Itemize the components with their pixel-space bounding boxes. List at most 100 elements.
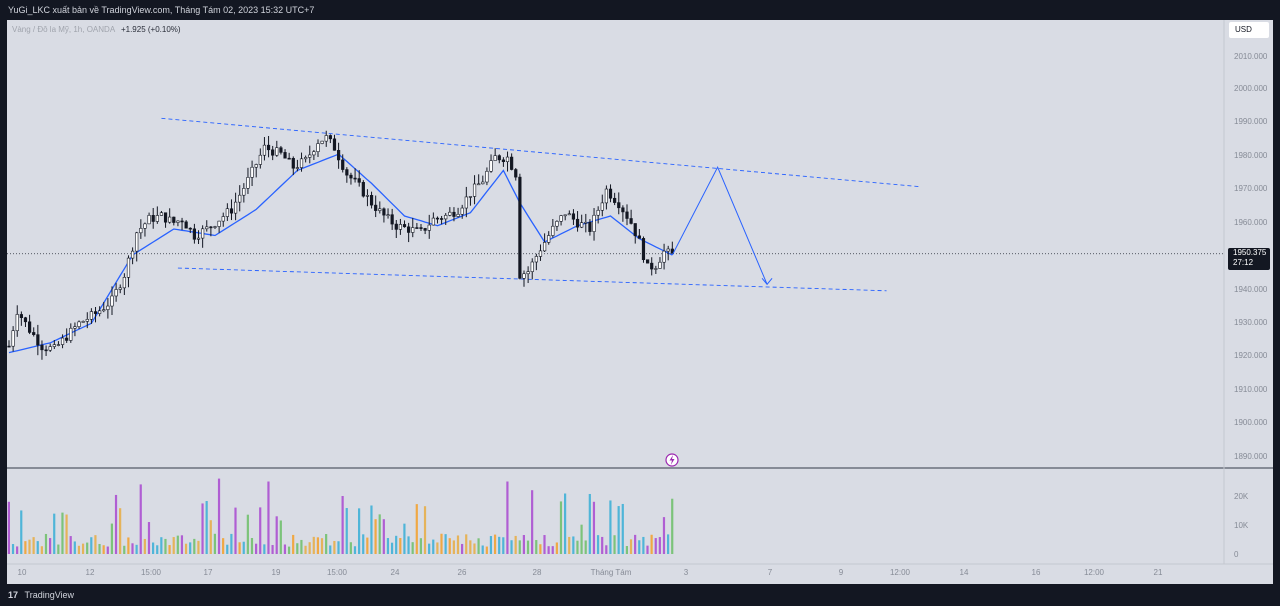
volume-bar [502,537,505,554]
candle-body [666,248,670,252]
time-tick-label: 7 [768,568,773,577]
time-tick-label: 19 [272,568,281,577]
candle-body [472,183,477,197]
volume-bar [625,545,628,554]
volume-bar [642,536,645,554]
candle-body [514,169,518,178]
candle-body [394,223,398,230]
volume-bar [395,535,398,554]
volume-bar [386,538,390,554]
candle-body [460,207,464,215]
candle-body [23,317,28,323]
candle-body [345,169,349,176]
volume-bar [287,546,291,554]
candle-body [262,144,267,156]
time-tick-label: 15:00 [327,568,348,577]
candle-body [518,176,522,279]
candle-body [637,235,641,239]
volume-bar [213,533,216,554]
volume-bar [353,546,357,554]
volume-bar [493,534,497,554]
candle-body [571,213,576,220]
volume-bar [452,540,455,554]
candle-body [304,157,308,160]
volume-bar [390,542,394,554]
volume-bar [143,538,146,554]
volume-bar [564,493,567,554]
volume-bar [139,484,142,554]
candle-body [629,218,633,224]
volume-bar [399,538,402,554]
candle-body [547,235,551,243]
candle-body [625,211,629,219]
candle-body [77,321,81,327]
candle-body [427,224,431,231]
volume-bar [201,503,204,554]
time-tick-label: 28 [533,568,542,577]
volume-bar [77,545,81,554]
candle-body [481,181,485,185]
volume-bar [184,543,188,554]
volume-bar [320,538,324,554]
candle-body [312,151,316,156]
price-tick-label: 2000.000 [1234,84,1268,93]
volume-bar [358,508,361,554]
candle-body [402,224,407,228]
candle-body [229,208,234,214]
candle-body [357,178,361,183]
candle-body [526,271,530,275]
volume-bar [403,523,406,554]
price-chart[interactable]: 2010.000 2000.000 1990.000 1980.000 1970.000… [0,0,1280,584]
candle-body [580,222,584,228]
candle-body [588,221,592,232]
volume-bar [658,537,661,554]
candle-body [382,208,386,216]
price-tick-label: 1980.000 [1234,151,1268,160]
volume-bar [382,519,385,554]
volume-bar [246,514,249,554]
volume-bar [32,537,35,554]
candle-body [196,237,201,240]
volume-bar [419,538,422,554]
candle-body [299,158,304,168]
candle-body [110,295,114,307]
time-tick-label: 3 [684,568,689,577]
candle-body [151,215,155,222]
volume-bar [20,510,23,554]
currency-button[interactable]: USD [1229,22,1269,38]
volume-bar [671,498,674,554]
volume-bar [621,503,624,554]
candle-body [283,152,287,159]
candle-body [205,226,209,230]
volume-bar [304,545,307,554]
volume-bar [316,537,319,554]
symbol-legend[interactable]: Vàng / Đô la Mỹ, 1h, OANDA +1.925 (+0.10… [12,25,181,34]
volume-bar [292,534,295,554]
volume-bar [650,534,653,554]
volume-bar [601,536,604,554]
volume-bar [180,535,184,554]
candle-body [102,309,106,312]
volume-bar [345,508,348,554]
projection-path [671,165,773,286]
candle-body [604,188,608,204]
alert-icon[interactable] [665,453,679,467]
candle-body [139,228,143,234]
volume-bar [456,535,460,554]
volume-bar [205,501,208,554]
volume-bar [69,536,72,554]
candle-body [209,226,213,229]
candle-body [93,311,98,314]
candle-body [641,238,646,261]
volume-bar [613,535,616,554]
candle-body [324,135,328,142]
candle-body [213,226,217,228]
volume-bar [362,534,365,554]
volume-bar [110,523,113,554]
candle-body [374,204,378,211]
time-tick-label: 9 [839,568,844,577]
volume-bar [329,545,332,554]
candle-body [65,337,69,341]
last-price-label: 1950.375 27:12 [1228,248,1270,270]
candle-body [662,250,666,263]
